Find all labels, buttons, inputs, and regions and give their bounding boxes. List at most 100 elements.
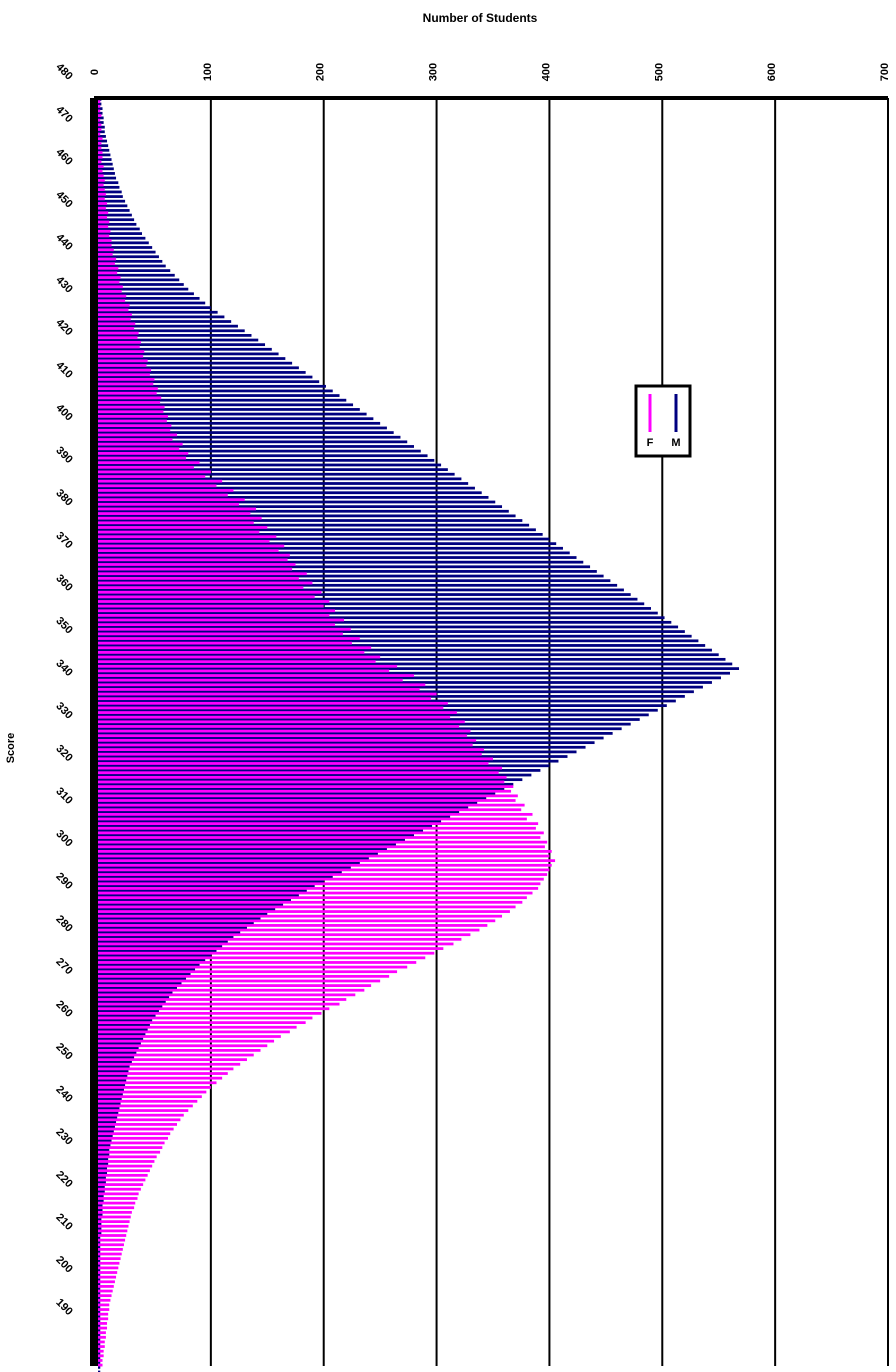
bar-m-34 [98,255,159,259]
bar-f-215 [98,1095,202,1099]
bar-f-217 [98,1104,193,1108]
y-tick-label-190: 190 [53,1297,74,1318]
y-tick-label-380: 380 [53,487,74,508]
bar-m-186 [98,958,206,962]
bar-f-258 [98,1294,112,1298]
bar-f-22 [98,202,108,205]
bar-f-78 [98,461,200,465]
bar-f-236 [98,1192,139,1196]
bar-m-18 [98,181,119,185]
bar-f-184 [98,951,435,955]
bar-f-72 [98,433,177,437]
bar-m-14 [98,162,113,166]
bar-f-127 [98,688,420,691]
bar-m-11 [98,148,110,152]
bar-m-183 [98,944,223,948]
bar-m-245 [98,1231,102,1235]
bar-m-55 [98,352,279,356]
bar-f-253 [98,1271,118,1274]
bar-f-112 [98,618,345,622]
bar-f-27 [98,225,109,229]
bar-m-39 [98,278,180,282]
bar-f-208 [98,1062,241,1066]
bar-f-265 [98,1326,108,1330]
bar-f-229 [98,1160,155,1163]
bar-f-135 [98,725,460,728]
bar-m-260 [98,1301,101,1304]
bar-f-117 [98,641,352,645]
bar-m-181 [98,935,234,939]
bar-f-84 [98,489,234,492]
bar-f-228 [98,1155,157,1159]
bar-m-114 [98,625,679,629]
bar-f-166 [98,868,550,872]
y-tick-label-280: 280 [53,913,74,934]
bar-f-216 [98,1099,198,1103]
bar-m-20 [98,190,122,194]
bar-f-239 [98,1206,135,1210]
bar-f-60 [98,377,155,381]
bar-f-51 [98,336,138,340]
bar-f-213 [98,1086,211,1089]
bar-m-108 [98,597,638,601]
y-tick-label-400: 400 [53,402,74,423]
bar-f-91 [98,521,254,525]
bar-m-153 [98,806,469,809]
bar-f-180 [98,933,471,937]
bar-f-63 [98,391,157,395]
x-tick-label-200: 200 [315,63,327,81]
bar-f-39 [98,280,120,284]
bar-m-50 [98,329,245,333]
bar-f-20 [98,192,106,196]
bar-m-59 [98,371,306,374]
bar-m-49 [98,324,238,328]
x-tick-label-500: 500 [653,63,665,81]
bar-f-53 [98,345,140,349]
bar-m-200 [98,1023,150,1027]
bar-m-204 [98,1042,141,1045]
bar-m-126 [98,681,712,684]
bar-m-113 [98,620,672,624]
bar-f-54 [98,350,145,353]
y-tick-label-270: 270 [53,956,74,977]
bar-m-165 [98,861,360,865]
bar-m-43 [98,296,200,300]
bar-f-197 [98,1011,322,1015]
bar-m-118 [98,644,706,647]
bar-f-192 [98,988,365,992]
bar-f-108 [98,600,330,603]
bar-f-99 [98,558,288,562]
bar-f-142 [98,757,493,761]
bar-f-79 [98,465,194,469]
x-tick-label-100: 100 [202,63,214,81]
bar-f-237 [98,1197,138,1200]
bar-m-95 [98,537,550,541]
bar-m-188 [98,968,196,971]
bar-m-117 [98,639,699,643]
bar-f-15 [98,169,103,173]
bar-f-9 [98,141,102,145]
bar-m-106 [98,588,624,592]
bar-m-160 [98,838,405,842]
x-tick-label-300: 300 [428,63,440,81]
bar-f-212 [98,1081,217,1085]
bar-f-44 [98,303,130,307]
bar-f-211 [98,1076,223,1080]
bar-f-138 [98,738,477,742]
bar-m-105 [98,583,618,587]
bar-m-128 [98,690,694,694]
bar-m-102 [98,570,597,573]
bar-f-221 [98,1123,177,1126]
bar-m-67 [98,408,360,411]
bar-m-68 [98,412,367,416]
bar-m-149 [98,787,505,791]
bar-m-168 [98,875,333,879]
bar-m-80 [98,468,448,471]
bar-f-65 [98,401,161,404]
bar-f-222 [98,1127,174,1131]
bar-m-261 [98,1305,101,1309]
y-tick-label-220: 220 [53,1169,74,1190]
bar-f-111 [98,613,330,617]
y-tick-label-210: 210 [53,1211,74,1232]
bar-f-260 [98,1303,110,1307]
